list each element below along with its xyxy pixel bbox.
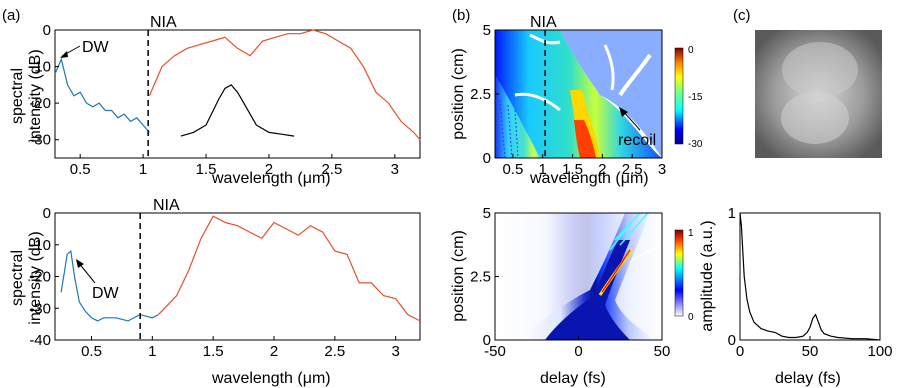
a-top-series-2	[180, 84, 295, 137]
c-bottom-series-0	[739, 212, 881, 341]
b-bottom-ytick-label: 5	[483, 205, 491, 222]
a-bottom-ytick-label: -40	[29, 332, 51, 349]
heatmap-b-top-field	[495, 30, 662, 159]
ylabel-c-bottom: amplitude (a.u.)	[699, 220, 716, 331]
heatmap-b-bottom-field	[495, 212, 663, 340]
xlabel-b-top: wavelength (μm)	[529, 170, 649, 187]
a-bottom-xtick-label: 0.5	[81, 343, 102, 360]
a-bottom-ytick-label: -30	[29, 300, 51, 317]
a-bottom-xtick-label: 2	[270, 343, 278, 360]
c-bottom-xtick-label: 100	[867, 343, 892, 360]
dw-arrowhead-a-bottom	[76, 259, 84, 268]
a-top-xtick-label: 3	[391, 161, 399, 178]
a-bottom-xtick-label: 1.5	[203, 343, 224, 360]
a-top-ytick-label: 0	[43, 22, 51, 39]
colorbar-b-bottom-tick-1: 0	[688, 312, 694, 323]
b-top-ytick-label: 5	[483, 22, 491, 39]
heatmap-b-top: 0.5 1 1.5 2 2.5 3 0 2.5 5 NIA recoil wavelength …	[450, 14, 703, 187]
a-bottom-ytick-label: -10	[29, 237, 51, 254]
c-bottom-ytick-label: 1	[728, 205, 736, 222]
plot-a-bottom: 0.5 1 1.5 2 2.5 3 0 -10 -20 -30 -40 NIA DW wavelen…	[9, 197, 421, 387]
colorbar-b-bottom	[674, 229, 684, 317]
b-bottom-xtick-label: -50	[484, 343, 506, 360]
a-top-xtick-label: 2.5	[321, 161, 342, 178]
a-bottom-xtick-label: 1	[148, 343, 156, 360]
image-c-top	[755, 30, 882, 158]
a-bottom-ytick-label: 0	[43, 205, 51, 222]
ylabel-a-top-1: spectral	[9, 68, 26, 124]
c-bottom-xtick-label: 50	[802, 343, 819, 360]
b-top-ytick-label: 0	[483, 150, 491, 167]
ylabel-a-bottom-1: spectral	[9, 250, 26, 306]
ylabel-a-bottom-2: intensity (dB)	[27, 231, 44, 324]
recoil-arrowhead	[619, 107, 628, 117]
colorbar-b-top-tick-0: 0	[688, 45, 694, 56]
a-bottom-xtick-label: 2.5	[324, 343, 345, 360]
b-bottom-xtick-label: 0	[574, 343, 582, 360]
xlabel-c-bottom: delay (fs)	[775, 370, 841, 387]
nia-label-a-top: NIA	[150, 14, 177, 31]
b-bottom-ytick-label: 0	[483, 332, 491, 349]
colorbar-b-top	[674, 47, 684, 145]
b-top-xtick-label: 0.5	[502, 161, 523, 178]
colorbar-b-top-tick-2: -30	[688, 139, 703, 150]
b-top-xtick-label: 2.5	[622, 161, 643, 178]
nia-label-a-bottom: NIA	[153, 197, 180, 214]
a-bottom-ytick-label: -20	[29, 269, 51, 286]
dw-label-a-bottom: DW	[92, 285, 120, 302]
a-top-xtick-label: 0.5	[70, 161, 91, 178]
panel-label-a: (a)	[2, 7, 20, 24]
plot-a-top: 0.5 1 1.5 2 2.5 3 0 -10 -20 -30 NIA DW wavelength…	[9, 14, 421, 187]
c-bottom-ytick-label: 0	[728, 332, 736, 349]
plot-c-bottom: 0 50 100 0 1 delay (fs) amplitude (a.u.)	[699, 205, 893, 387]
b-bottom-ytick-label: 2.5	[470, 269, 491, 286]
b-top-xtick-label: 3	[658, 161, 666, 178]
xlabel-a-bottom: wavelength (μm)	[211, 370, 331, 387]
a-bottom-series-1	[157, 215, 421, 322]
a-top-xtick-label: 1.5	[196, 161, 217, 178]
xlabel-b-bottom: delay (fs)	[540, 370, 606, 387]
colorbar-b-top-tick-1: -15	[688, 92, 703, 103]
ylabel-b-bottom: position (cm)	[450, 230, 467, 322]
a-top-xtick-label: 1	[139, 161, 147, 178]
b-top-xtick-label: 2	[598, 161, 606, 178]
panel-label-c: (c)	[733, 7, 751, 24]
dw-arrowhead-a-top	[60, 51, 68, 58]
a-top-ytick-label: -30	[29, 132, 51, 149]
recoil-label: recoil	[618, 132, 656, 149]
b-top-ytick-label: 2.5	[470, 86, 491, 103]
a-top-xtick-label: 2	[265, 161, 273, 178]
b-bottom-xtick-label: 50	[654, 343, 671, 360]
a-top-series-0	[54, 57, 150, 133]
a-top-series-1	[148, 29, 421, 141]
nia-label-b-top: NIA	[530, 14, 557, 31]
b-top-xtick-label: 1.5	[562, 161, 583, 178]
a-bottom-xtick-label: 3	[391, 343, 399, 360]
a-bottom-series-0	[60, 249, 159, 322]
a-top-ytick-label: -20	[29, 95, 51, 112]
ylabel-a-top-2: intensity (dB)	[27, 49, 44, 142]
panel-label-b: (b)	[452, 7, 470, 24]
ylabel-b-top: position (cm)	[450, 48, 467, 140]
c-bottom-xtick-label: 0	[736, 343, 744, 360]
b-top-xtick-label: 1	[539, 161, 547, 178]
dw-label-a-top: DW	[82, 39, 110, 56]
xlabel-a-top: wavelength (μm)	[211, 170, 331, 187]
a-top-ytick-label: -10	[29, 59, 51, 76]
colorbar-b-bottom-tick-0: 1	[688, 228, 694, 239]
